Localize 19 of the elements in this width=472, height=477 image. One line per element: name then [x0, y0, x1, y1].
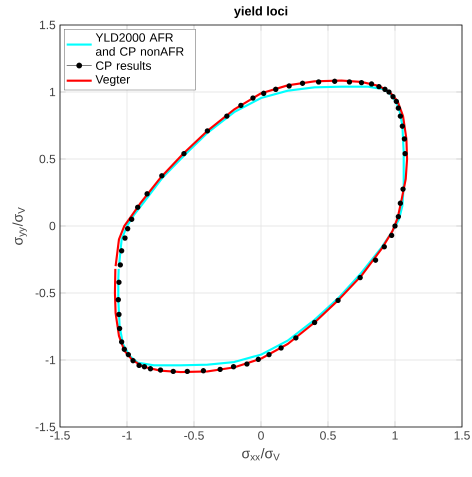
x-tick-label: 0 [258, 431, 264, 440]
legend-label: CP results [96, 61, 152, 70]
legend-label: Vegter [96, 75, 130, 86]
x-tick-label: -1 [122, 431, 132, 440]
y-tick-label: -1.5 [36, 422, 56, 432]
y-tick-label: 0 [50, 222, 56, 230]
x-tick-label: 1 [392, 431, 398, 440]
y-tick-label: 1.5 [40, 20, 56, 30]
chart-title: yield loci [234, 6, 288, 18]
x-axis-title: σ$_{xx}$/σ$_{V}$ [242, 448, 280, 460]
y-tick-label: -1 [46, 356, 56, 364]
y-tick-label: 0.5 [40, 154, 56, 164]
y-tick-label: 1 [50, 88, 56, 96]
x-tick-label: -0.5 [184, 431, 204, 440]
legend-label: YLD2000 AFR and CP nonAFR [96, 33, 184, 56]
y-tick-label: -0.5 [36, 288, 56, 298]
x-tick-label: 0.5 [320, 431, 336, 440]
y-axis-title: σ$_{yy}$/σ$_{V}$ [12, 207, 27, 245]
x-tick-label: 1.5 [454, 431, 470, 440]
